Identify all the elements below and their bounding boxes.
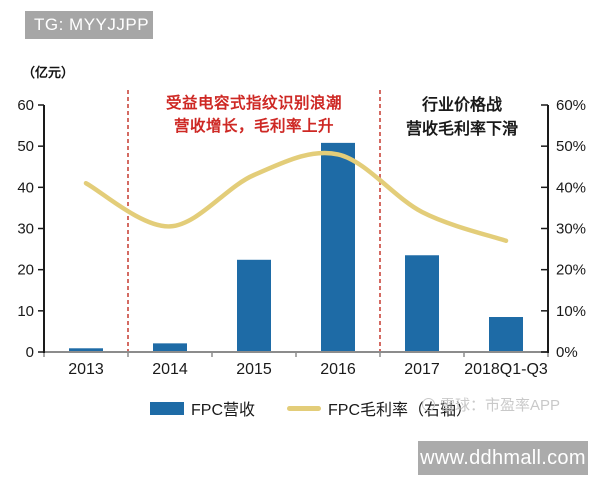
annotation-price-war: 行业价格战 营收毛利率下滑: [384, 94, 540, 142]
bar-2017: [405, 255, 439, 352]
x-axis-label-2013: 2013: [68, 361, 104, 378]
annotation-boom-line2: 营收增长，毛利率上升: [173, 118, 334, 135]
x-axis-label-2018Q1-Q3: 2018Q1-Q3: [464, 361, 548, 378]
x-axis-label-2016: 2016: [320, 361, 356, 378]
bar-2015: [237, 259, 271, 352]
legend-revenue-label: FPC营收: [191, 402, 256, 419]
chart-legend: FPC营收 FPC毛利率（右轴）: [150, 396, 472, 420]
watermark-text: 雪球：市盈率APP: [440, 397, 561, 414]
right-axis-tick-label: 40%: [556, 179, 586, 196]
gross-margin-line: [83, 150, 509, 244]
left-axis-tick-label: 10: [17, 303, 34, 320]
x-axis-label-2015: 2015: [236, 361, 272, 378]
right-axis-tick-label: 0%: [556, 344, 578, 361]
legend-margin-label: FPC毛利率（右轴）: [328, 402, 473, 419]
header-tag-label: TG: MYYJJPP: [34, 15, 150, 34]
annotation-capacitive-boom: 受益电容式指纹识别浪潮 营收增长，毛利率上升: [126, 92, 382, 138]
line-series-swatch-icon: [287, 405, 322, 411]
bar-2016: [321, 142, 355, 352]
left-axis-tick-label: 20: [17, 262, 34, 279]
bar-series-swatch-icon: [150, 401, 184, 415]
x-axis-label-2017: 2017: [404, 361, 440, 378]
left-axis-tick-label: 60: [17, 97, 34, 114]
xueqiu-logo-icon: [422, 398, 435, 411]
right-axis-tick-label: 10%: [556, 303, 586, 320]
xueqiu-watermark: 雪球：市盈率APP: [422, 394, 560, 415]
left-axis-tick-label: 30: [17, 221, 34, 238]
left-axis-unit-label: （亿元）: [22, 65, 75, 80]
left-axis-tick-label: 50: [17, 138, 34, 155]
legend-item-margin: FPC毛利率（右轴）: [287, 396, 472, 420]
header-tag-box: TG: MYYJJPP: [25, 11, 153, 39]
annotation-war-line1: 行业价格战: [421, 97, 502, 114]
footer-url-box: www.ddhmall.com: [418, 441, 588, 475]
legend-item-revenue: FPC营收: [150, 396, 255, 420]
right-axis-tick-label: 60%: [556, 97, 586, 114]
bar-2014: [153, 343, 187, 352]
annotation-war-line2: 营收毛利率下滑: [405, 121, 518, 138]
x-axis-label-2014: 2014: [152, 361, 188, 378]
left-axis-tick-label: 0: [26, 344, 34, 361]
right-axis-tick-label: 20%: [556, 262, 586, 279]
left-axis-tick-label: 40: [17, 179, 34, 196]
annotation-boom-line1: 受益电容式指纹识别浪潮: [165, 95, 342, 112]
bar-2018Q1-Q3: [489, 317, 523, 352]
bar-2013: [69, 348, 103, 352]
right-axis-tick-label: 50%: [556, 138, 586, 155]
right-axis-tick-label: 30%: [556, 221, 586, 238]
footer-url-text: www.ddhmall.com: [420, 446, 586, 469]
